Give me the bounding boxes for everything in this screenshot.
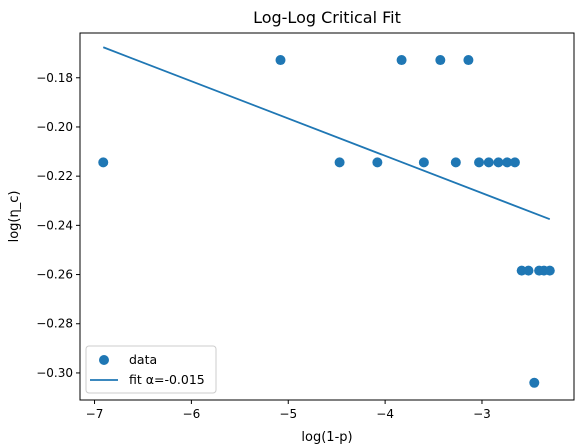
data-point — [474, 157, 485, 168]
y-tick-label: −0.26 — [36, 268, 73, 282]
legend-box — [85, 345, 217, 394]
data-point — [483, 157, 494, 168]
y-axis-ticks: −0.30 −0.28 −0.26 −0.24 −0.22 −0.20 −0.18 — [36, 71, 80, 380]
data-point — [396, 55, 407, 66]
x-tick-label: −3 — [473, 407, 491, 421]
data-point — [435, 55, 446, 66]
x-axis-ticks: −7 −6 −5 −4 −3 — [86, 400, 491, 421]
data-point — [523, 265, 534, 276]
x-tick-label: −6 — [183, 407, 201, 421]
y-tick-label: −0.30 — [36, 366, 73, 380]
data-point — [463, 55, 474, 66]
plot-area — [98, 46, 555, 388]
x-tick-label: −4 — [376, 407, 394, 421]
data-point — [418, 157, 429, 168]
legend: data fit α=-0.015 — [85, 345, 217, 394]
data-point — [544, 265, 555, 276]
x-tick-label: −7 — [86, 407, 104, 421]
y-tick-label: −0.22 — [36, 169, 73, 183]
y-tick-label: −0.18 — [36, 71, 73, 85]
data-point — [450, 157, 461, 168]
axes-frame — [79, 32, 575, 401]
data-point — [334, 157, 345, 168]
legend-label-data: data — [129, 352, 157, 367]
data-point — [98, 157, 109, 168]
data-point — [493, 157, 504, 168]
x-axis-label: log(1-p) — [301, 430, 352, 445]
data-point — [372, 157, 383, 168]
data-point — [275, 55, 286, 66]
data-point — [502, 157, 513, 168]
y-tick-label: −0.24 — [36, 218, 73, 232]
legend-label-fit: fit α=-0.015 — [129, 372, 205, 387]
chart-title: Log-Log Critical Fit — [253, 8, 401, 27]
data-point — [509, 157, 520, 168]
fit-line — [102, 46, 551, 221]
y-tick-label: −0.20 — [36, 120, 73, 134]
x-tick-label: −5 — [279, 407, 297, 421]
data-point — [529, 377, 540, 388]
legend-marker-data — [99, 355, 109, 365]
y-tick-label: −0.28 — [36, 317, 73, 331]
y-axis-label: log(η_c) — [7, 191, 22, 243]
